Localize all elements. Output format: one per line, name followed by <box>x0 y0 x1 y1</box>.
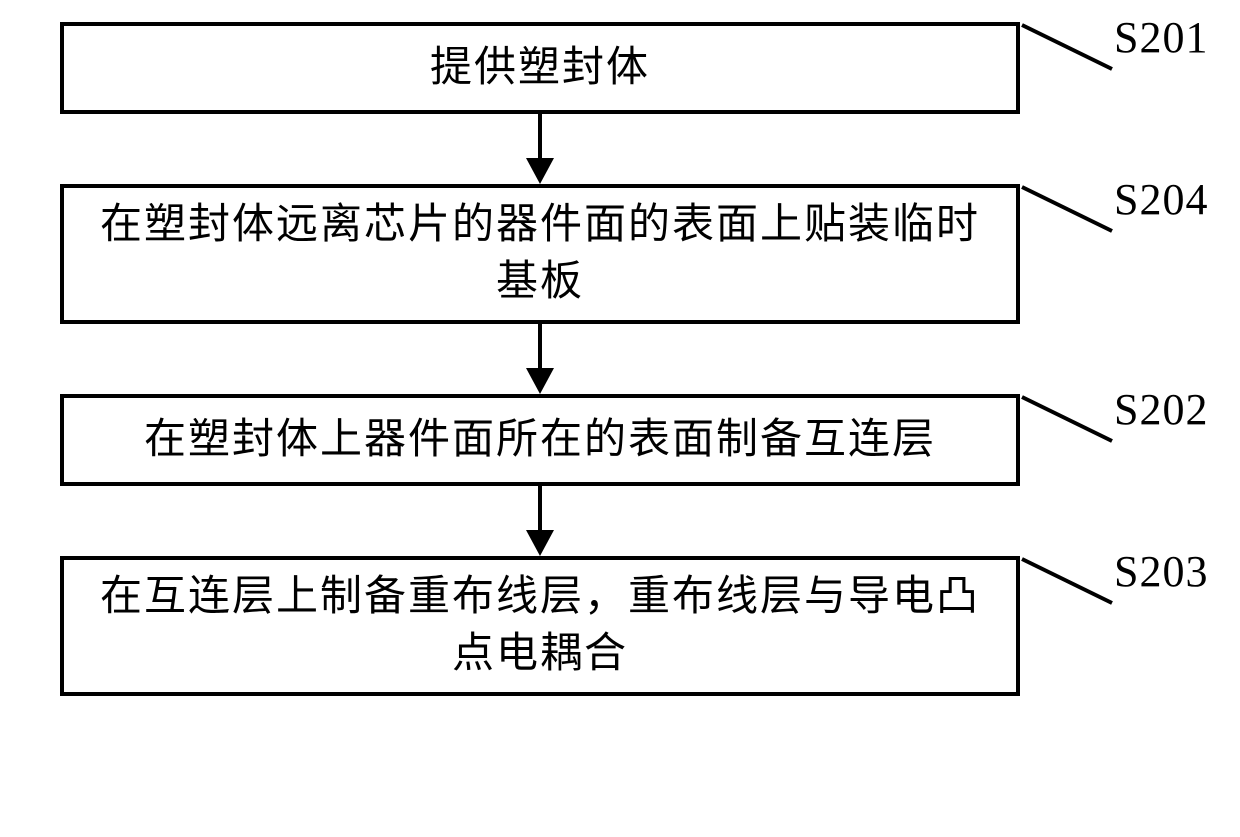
arrow-wrap <box>60 324 1020 394</box>
step-label: S204 <box>1114 174 1208 225</box>
arrow-wrap <box>60 114 1020 184</box>
down-arrow-icon <box>520 324 560 394</box>
step-box: 在塑封体上器件面所在的表面制备互连层 S202 <box>60 394 1020 486</box>
step-text: 提供塑封体 <box>430 40 650 97</box>
step-text: 在塑封体远离芯片的器件面的表面上贴装临时基板 <box>94 197 986 310</box>
step-label: S203 <box>1114 546 1208 597</box>
step-label: S201 <box>1114 12 1208 63</box>
down-arrow-icon <box>520 486 560 556</box>
flowchart-container: 提供塑封体 S201 在塑封体远离芯片的器件面的表面上贴装临时基板 S204 在… <box>60 22 1180 696</box>
step-label: S202 <box>1114 384 1208 435</box>
arrow-wrap <box>60 486 1020 556</box>
step-text: 在互连层上制备重布线层，重布线层与导电凸点电耦合 <box>94 569 986 682</box>
down-arrow-icon <box>520 114 560 184</box>
step-text: 在塑封体上器件面所在的表面制备互连层 <box>144 412 936 469</box>
step-box: 在塑封体远离芯片的器件面的表面上贴装临时基板 S204 <box>60 184 1020 324</box>
step-box: 在互连层上制备重布线层，重布线层与导电凸点电耦合 S203 <box>60 556 1020 696</box>
step-box: 提供塑封体 S201 <box>60 22 1020 114</box>
